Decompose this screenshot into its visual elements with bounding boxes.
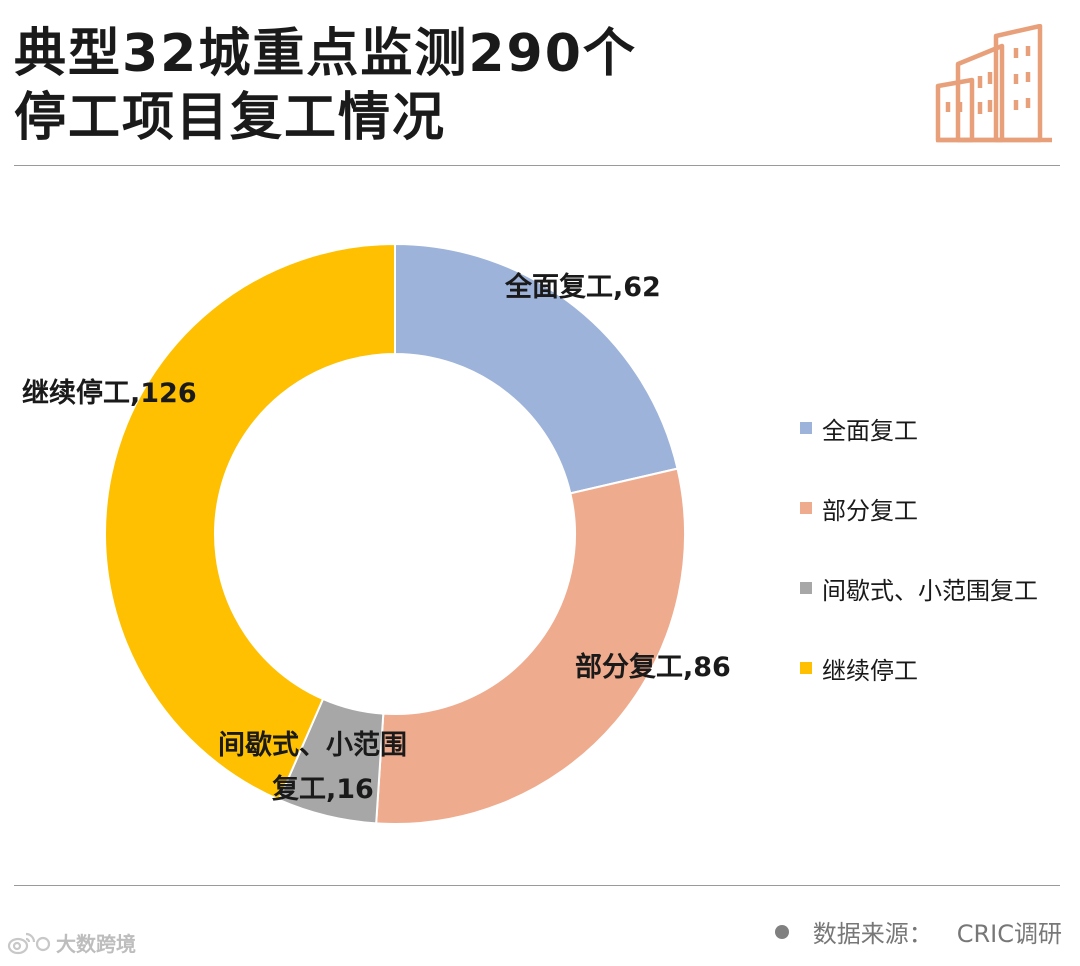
legend-item-stopped: 继续停工 — [800, 648, 918, 688]
chart-title-line-2: 停工项目复工情况 — [14, 88, 447, 148]
source-note: 数据来源： CRIC调研 — [774, 914, 1062, 949]
bottom-divider — [14, 885, 1060, 886]
legend-item-partial: 部分复工 — [800, 488, 918, 528]
data-label-intermittent-line-1: 间歇式、小范围 — [218, 730, 407, 761]
watermark-text: 大数跨境 — [56, 932, 136, 956]
chart-title-line-1: 典型32城重点监测290个 — [14, 24, 637, 84]
bullet-dot-icon — [774, 924, 789, 939]
source-label: 数据来源： — [812, 920, 933, 948]
legend-item-intermittent: 间歇式、小范围复工 — [800, 568, 1038, 608]
donut-chart: 全面复工,62 部分复工,86 间歇式、小范围复工,16 继续停工,126 — [22, 242, 731, 825]
top-divider — [14, 165, 1060, 166]
legend-label-intermittent: 间歇式、小范围复工 — [822, 576, 1038, 605]
data-label-partial: 部分复工,86 — [575, 651, 731, 683]
data-label-intermittent-line-2: 复工,16 — [272, 774, 374, 805]
legend-swatch-intermittent — [800, 582, 812, 594]
legend-label-stopped: 继续停工 — [822, 656, 918, 685]
legend-label-partial: 部分复工 — [822, 496, 918, 525]
legend-label-full: 全面复工 — [822, 416, 918, 445]
legend-swatch-stopped — [800, 662, 812, 674]
weibo-logo-icon — [7, 932, 51, 954]
data-label-full: 全面复工,62 — [504, 271, 661, 303]
legend-item-full: 全面复工 — [800, 408, 918, 448]
data-label-stopped: 继续停工,126 — [22, 377, 197, 409]
slice-stopped — [104, 242, 396, 802]
slice-full — [394, 242, 679, 495]
legend-swatch-partial — [800, 502, 812, 514]
legend-swatch-full — [800, 422, 812, 434]
slice-partial — [375, 467, 686, 825]
chart-title: 典型32城重点监测290个 停工项目复工情况 — [14, 22, 774, 150]
buildings-icon — [935, 24, 1052, 143]
source-value: CRIC调研 — [956, 920, 1062, 948]
watermark: 大数跨境 — [6, 928, 136, 957]
